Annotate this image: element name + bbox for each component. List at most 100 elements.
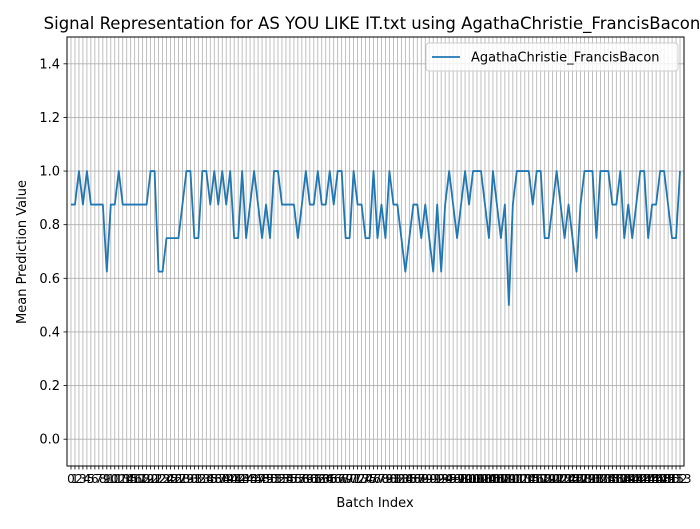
x-tick-label: 62: [310, 472, 325, 486]
x-tick-label: 84: [398, 472, 413, 486]
x-tick-label: 52: [270, 472, 285, 486]
x-tick-label: 128: [569, 472, 592, 486]
x-tick-label: 14: [119, 472, 134, 486]
x-tick-label: 9: [103, 472, 111, 486]
x-tick-label: 13: [115, 472, 130, 486]
x-tick-label: 38: [215, 472, 230, 486]
x-tick-label: 79: [378, 472, 393, 486]
x-tick-label: 151: [661, 472, 684, 486]
x-tick-label: 11: [107, 472, 122, 486]
x-tick-label: 89: [418, 472, 433, 486]
x-tick-label: 54: [278, 472, 293, 486]
x-tick-label: 98: [453, 472, 468, 486]
x-tick-label: 60: [302, 472, 317, 486]
x-tick-label: 32: [191, 472, 206, 486]
x-tick-label: 119: [533, 472, 556, 486]
x-tick-label: 114: [513, 472, 536, 486]
x-tick-label: 108: [489, 472, 512, 486]
x-tick-label: 28: [175, 472, 190, 486]
x-tick-label: 44: [238, 472, 253, 486]
x-tick-label: 39: [219, 472, 234, 486]
x-tick-label: 49: [258, 472, 273, 486]
x-tick-label: 34: [199, 472, 214, 486]
x-tick-label: 69: [338, 472, 353, 486]
x-tick-label: 51: [266, 472, 281, 486]
x-tick-label: 77: [370, 472, 385, 486]
x-tick-label: 141: [621, 472, 644, 486]
x-tick-label: 99: [457, 472, 472, 486]
x-tick-label: 124: [553, 472, 576, 486]
x-tick-label: 4: [83, 472, 91, 486]
chart-title: Signal Representation for AS YOU LIKE IT…: [44, 14, 700, 34]
x-tick-label: 53: [274, 472, 289, 486]
y-tick-label: 1.0: [39, 165, 60, 180]
x-tick-label: 36: [207, 472, 222, 486]
x-tick-label: 133: [589, 472, 612, 486]
x-tick-label: 0: [67, 472, 75, 486]
x-tick-label: 105: [477, 472, 500, 486]
x-tick-label: 61: [306, 472, 321, 486]
x-tick-label: 17: [131, 472, 146, 486]
x-tick-label: 16: [127, 472, 142, 486]
x-tick-label: 93: [434, 472, 449, 486]
x-tick-label: 85: [402, 472, 417, 486]
x-tick-label: 146: [641, 472, 664, 486]
x-tick-label: 22: [151, 472, 166, 486]
x-tick-label: 59: [298, 472, 313, 486]
y-tick-label: 0.2: [39, 379, 60, 394]
x-tick-label: 140: [617, 472, 640, 486]
x-tick-label: 96: [445, 472, 460, 486]
axis-ticks: 0123456789101112131415161718192021222324…: [39, 57, 691, 486]
x-tick-label: 130: [577, 472, 600, 486]
x-tick-label: 115: [517, 472, 540, 486]
x-tick-label: 42: [231, 472, 246, 486]
x-tick-label: 66: [326, 472, 341, 486]
x-tick-label: 122: [545, 472, 568, 486]
x-tick-label: 5: [87, 472, 95, 486]
x-tick-label: 3: [79, 472, 87, 486]
x-tick-label: 139: [613, 472, 636, 486]
x-tick-label: 91: [426, 472, 441, 486]
x-tick-label: 68: [334, 472, 349, 486]
x-tick-label: 97: [449, 472, 464, 486]
x-tick-label: 135: [597, 472, 620, 486]
x-tick-label: 95: [442, 472, 457, 486]
x-tick-label: 125: [557, 472, 580, 486]
x-axis-label: Batch Index: [336, 496, 414, 511]
x-tick-label: 116: [521, 472, 544, 486]
x-tick-label: 64: [318, 472, 333, 486]
x-tick-label: 150: [657, 472, 680, 486]
x-tick-label: 101: [462, 472, 485, 486]
x-tick-label: 132: [585, 472, 608, 486]
x-tick-label: 100: [458, 472, 481, 486]
x-tick-label: 137: [605, 472, 628, 486]
x-tick-label: 136: [601, 472, 624, 486]
x-tick-label: 88: [414, 472, 429, 486]
x-tick-label: 45: [242, 472, 257, 486]
x-tick-label: 103: [470, 472, 493, 486]
x-tick-label: 20: [143, 472, 158, 486]
x-tick-label: 80: [382, 472, 397, 486]
x-tick-label: 134: [593, 472, 616, 486]
x-tick-label: 138: [609, 472, 632, 486]
x-tick-label: 121: [541, 472, 564, 486]
x-tick-label: 30: [183, 472, 198, 486]
x-tick-label: 82: [390, 472, 405, 486]
x-tick-label: 25: [163, 472, 178, 486]
x-tick-label: 1: [71, 472, 79, 486]
x-tick-label: 43: [235, 472, 250, 486]
x-tick-label: 29: [179, 472, 194, 486]
x-tick-label: 129: [573, 472, 596, 486]
y-tick-label: 0.8: [39, 218, 60, 233]
y-axis-label: Mean Prediction Value: [15, 180, 30, 324]
x-tick-label: 48: [254, 472, 269, 486]
x-tick-label: 2: [75, 472, 83, 486]
x-tick-label: 7: [95, 472, 103, 486]
legend: AgathaChristie_FrancisBacon: [425, 42, 679, 72]
x-tick-label: 75: [362, 472, 377, 486]
x-tick-label: 37: [211, 472, 226, 486]
x-tick-label: 33: [195, 472, 210, 486]
x-tick-label: 78: [374, 472, 389, 486]
x-tick-label: 12: [111, 472, 126, 486]
